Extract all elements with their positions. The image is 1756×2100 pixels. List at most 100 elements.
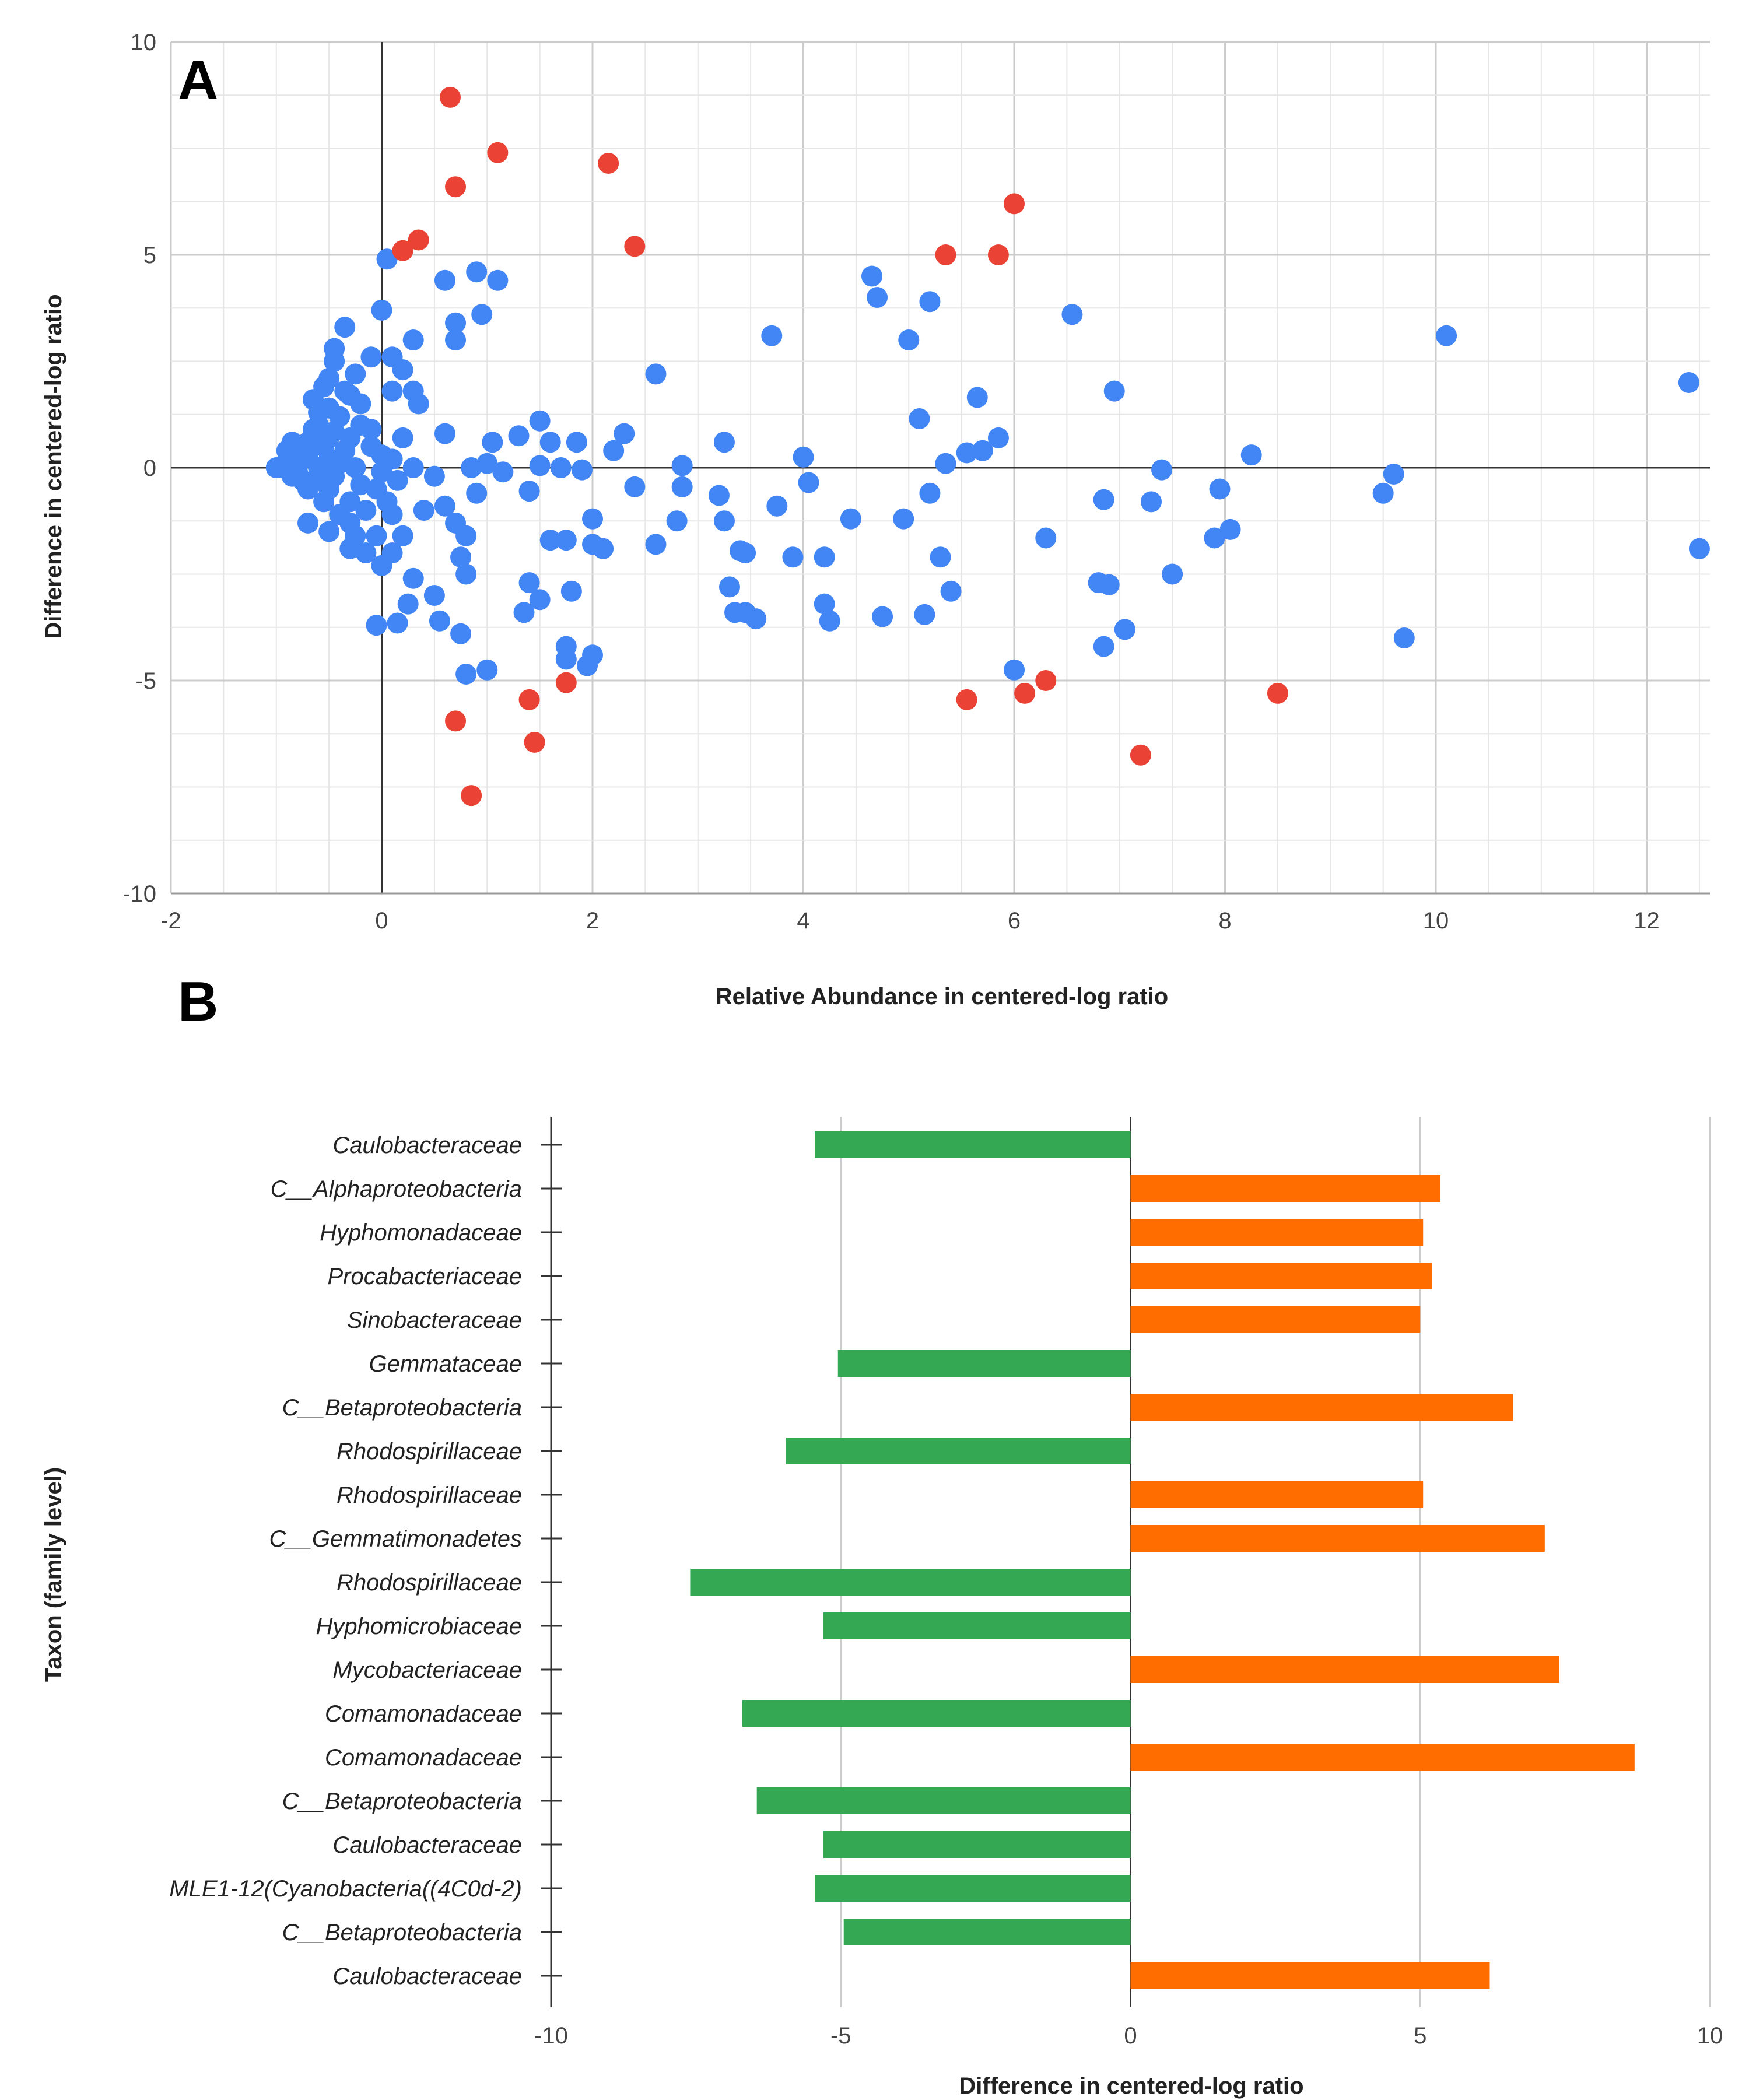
bar-tick-labels: -10 -5 0 5 10 <box>534 2023 1723 2049</box>
data-point <box>434 423 455 444</box>
data-point <box>861 265 883 287</box>
data-point <box>392 359 413 381</box>
data-point <box>713 510 735 532</box>
y-tick-label: 0 <box>143 455 156 481</box>
data-point <box>402 567 424 589</box>
data-point <box>518 572 540 594</box>
data-point <box>529 589 551 611</box>
data-point <box>318 521 340 542</box>
data-point <box>898 329 920 350</box>
significant-point <box>445 710 467 732</box>
data-point <box>1093 489 1114 510</box>
y-tick-label: 10 <box>131 30 157 55</box>
data-point <box>355 542 377 563</box>
data-point <box>518 481 540 502</box>
data-point <box>666 510 688 532</box>
data-point <box>445 312 467 334</box>
data-point <box>366 525 387 546</box>
data-point <box>935 453 956 474</box>
data-point <box>271 457 292 478</box>
data-point <box>1151 459 1173 481</box>
y-tick-label: -5 <box>135 668 156 694</box>
bar-y-axis-title: Taxon (family level) <box>41 1467 66 1682</box>
data-point <box>1393 627 1415 648</box>
data-point <box>582 508 604 530</box>
x-tick-label: 10 <box>1423 908 1449 934</box>
data-point <box>539 432 561 453</box>
data-point <box>671 476 693 497</box>
data-point <box>550 457 572 478</box>
data-point <box>914 604 935 625</box>
x-tick-label: -5 <box>830 2023 851 2049</box>
data-point <box>814 546 835 568</box>
negative-bar <box>815 1875 1131 1902</box>
bar-axes <box>541 1117 1131 2007</box>
significant-point <box>1130 744 1151 766</box>
x-tick-label: 12 <box>1634 908 1660 934</box>
negative-bar <box>756 1787 1131 1814</box>
data-point <box>571 459 593 481</box>
data-point <box>334 380 356 402</box>
category-label: Gemmataceae <box>369 1351 522 1377</box>
data-point <box>329 504 351 525</box>
category-label: C__Betaproteobacteria <box>282 1789 522 1814</box>
data-point <box>345 457 366 478</box>
data-point <box>730 540 751 562</box>
data-point <box>487 269 509 291</box>
category-label: MLE1-12(Cyanobacteria((4C0d-2) <box>169 1876 522 1902</box>
x-tick-label: -10 <box>534 2023 568 2049</box>
category-label: Rhodospirillaceae <box>337 1439 522 1464</box>
data-point <box>413 500 434 521</box>
data-point <box>508 425 530 447</box>
category-label: Procabacteriaceae <box>327 1264 522 1289</box>
significant-point <box>524 731 545 753</box>
data-point <box>324 465 345 487</box>
data-point <box>893 508 914 530</box>
x-tick-label: 0 <box>375 908 388 934</box>
negative-bar <box>815 1131 1131 1158</box>
category-label: Caulobacteraceae <box>332 1133 522 1158</box>
data-point <box>919 482 941 504</box>
data-point <box>555 648 577 670</box>
data-point <box>1678 372 1699 393</box>
negative-bar <box>742 1700 1131 1727</box>
data-point <box>624 476 646 497</box>
data-point <box>303 389 324 411</box>
data-point <box>793 446 814 468</box>
significant-point <box>624 236 646 257</box>
significant-point <box>598 153 619 174</box>
category-label: Sinobacteraceae <box>347 1307 522 1333</box>
category-label: Rhodospirillaceae <box>337 1482 522 1508</box>
data-point <box>350 474 371 496</box>
significant-point <box>445 176 467 198</box>
category-label: Hyphomonadaceae <box>320 1220 522 1246</box>
data-point <box>840 508 861 530</box>
data-point <box>513 602 535 623</box>
scatter-x-axis-title: Relative Abundance in centered-log ratio <box>716 984 1168 1009</box>
data-point <box>1209 478 1231 500</box>
data-point <box>940 580 962 602</box>
data-point <box>987 427 1009 448</box>
category-label: Caulobacteraceae <box>332 1964 522 1989</box>
scatter-panel-a: -2 0 2 4 6 8 10 12 -10 -5 0 5 10 A Relative Abundanc… <box>41 30 1710 1009</box>
positive-bar <box>1130 1656 1559 1683</box>
data-point <box>434 495 455 517</box>
data-point <box>603 440 625 461</box>
data-point <box>366 615 387 636</box>
category-label: C__Gemmatimonadetes <box>269 1526 522 1552</box>
data-point <box>461 457 482 478</box>
y-tick-label: -10 <box>122 881 156 907</box>
significant-point <box>1035 670 1057 691</box>
panel-label-b: B <box>178 970 218 1033</box>
data-point <box>956 442 977 464</box>
data-point <box>402 457 424 478</box>
significant-point <box>487 142 509 163</box>
negative-bar <box>837 1350 1131 1377</box>
data-point <box>360 419 382 440</box>
data-point <box>582 644 604 666</box>
data-point <box>429 610 450 632</box>
data-point <box>450 623 472 644</box>
data-point <box>645 363 667 385</box>
bar-panel-b: Caulobacteraceae C__Alphaproteobacteria Hy… <box>41 970 1723 2099</box>
category-label: C__Betaproteobacteria <box>282 1395 522 1421</box>
